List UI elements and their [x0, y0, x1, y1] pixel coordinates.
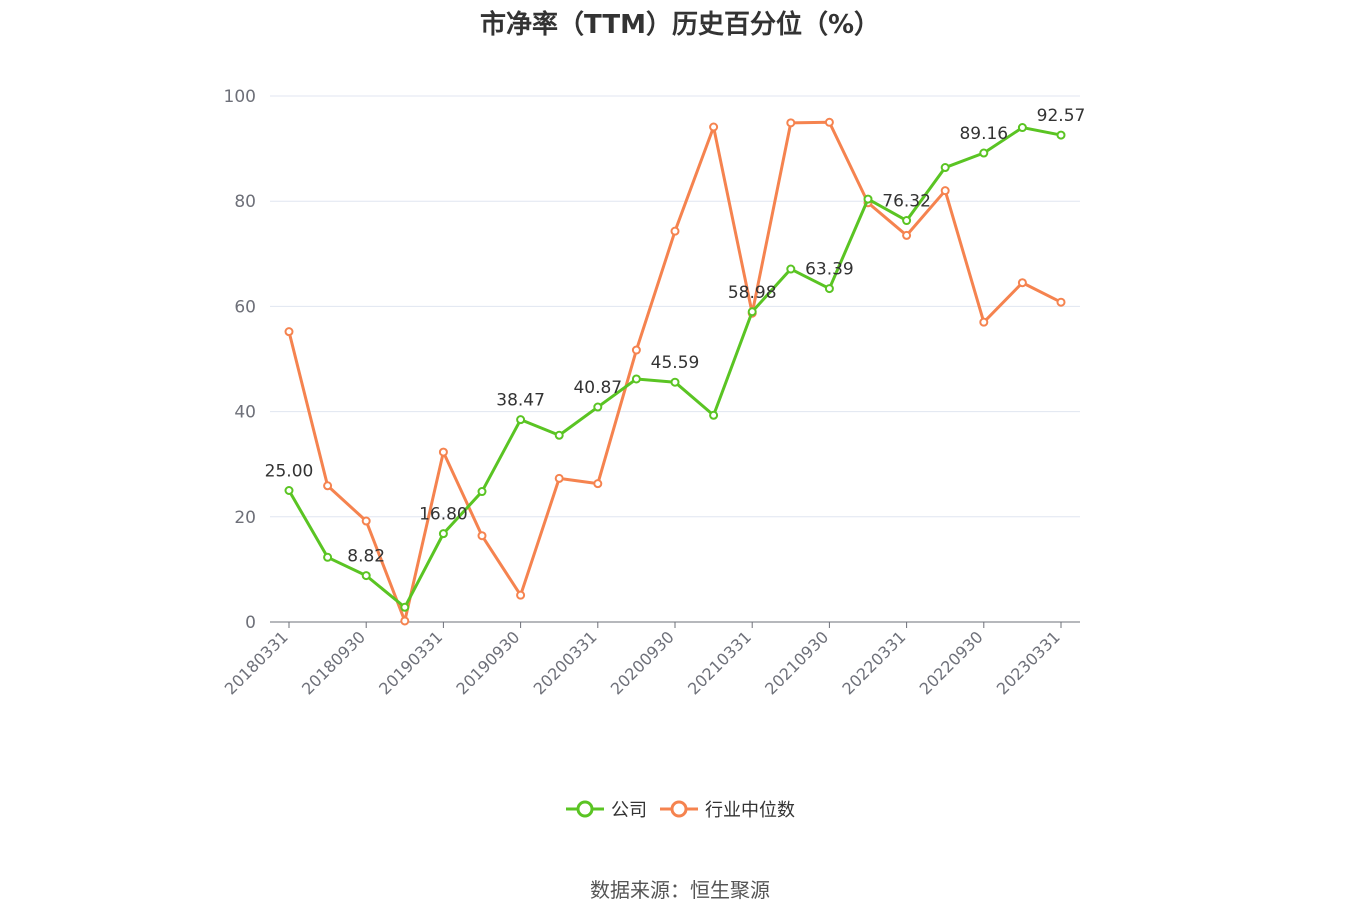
data-point	[940, 163, 950, 173]
data-point	[979, 317, 989, 327]
data-point	[593, 479, 603, 489]
data-point	[284, 486, 294, 495]
data-point	[477, 531, 487, 541]
data-point	[438, 447, 448, 457]
x-tick-label: 20180930	[298, 627, 369, 698]
data-point	[1017, 123, 1027, 133]
data-label: 63.39	[805, 260, 854, 280]
x-tick-label: 20210331	[684, 627, 755, 698]
data-point	[940, 186, 950, 196]
data-point	[400, 602, 410, 612]
x-tick-label: 20200331	[530, 627, 601, 698]
data-point	[631, 374, 641, 384]
legend-swatch-icon	[660, 800, 698, 818]
x-tick-label: 20220930	[916, 627, 987, 698]
data-point	[902, 230, 912, 240]
data-label: 76.32	[882, 192, 931, 212]
data-point	[709, 410, 719, 420]
data-point	[1056, 130, 1066, 140]
data-point	[554, 473, 564, 483]
legend-swatch-marker	[576, 800, 594, 818]
data-point	[709, 122, 719, 132]
x-tick-label: 20200930	[607, 627, 678, 698]
data-point	[902, 216, 912, 226]
legend-label: 公司	[611, 800, 647, 821]
data-point	[323, 481, 333, 491]
data-point	[824, 117, 834, 127]
data-point	[786, 118, 796, 128]
legend-item[interactable]: 公司	[565, 796, 647, 822]
grid-lines	[270, 95, 1080, 518]
data-point	[400, 616, 410, 626]
legend: 公司 行业中位数	[0, 796, 1360, 824]
data-label: 45.59	[651, 353, 700, 373]
y-tick-label: 60	[234, 297, 256, 317]
data-label: 92.57	[1037, 106, 1086, 126]
data-point	[670, 226, 680, 236]
x-tick-label: 20230331	[993, 627, 1064, 698]
y-tick-label: 100	[224, 87, 256, 107]
data-point	[593, 402, 603, 412]
data-point	[516, 590, 526, 600]
data-labels: 25.00 8.82 16.80 38.47 40.87 45.59 58.98 63.39 7…	[265, 106, 1086, 567]
data-label: 89.16	[959, 124, 1008, 144]
x-tick-label: 20190331	[375, 627, 446, 698]
data-point	[438, 529, 448, 539]
data-point	[284, 327, 294, 337]
chart-title: 市净率（TTM）历史百分位（%）	[480, 10, 880, 40]
data-point	[824, 284, 834, 294]
legend-swatch-icon	[566, 800, 604, 818]
data-label: 16.80	[419, 505, 468, 525]
legend-item[interactable]: 行业中位数	[659, 796, 795, 822]
data-label: 40.87	[573, 378, 622, 398]
data-point	[477, 487, 487, 497]
x-tick-label: 20180331	[221, 627, 292, 698]
data-label: 25.00	[265, 462, 314, 482]
data-point	[979, 148, 989, 158]
data-point	[747, 307, 757, 317]
y-tick-label: 20	[234, 508, 256, 528]
data-label: 58.98	[728, 283, 777, 303]
legend-label: 行业中位数	[705, 800, 795, 821]
x-tick-label: 20220331	[838, 627, 909, 698]
y-tick-label: 40	[234, 403, 256, 423]
x-tick-label: 20190930	[452, 627, 523, 698]
data-point	[670, 377, 680, 387]
data-point	[516, 415, 526, 425]
y-tick-label: 0	[245, 613, 256, 633]
data-point	[323, 552, 333, 562]
data-label: 38.47	[496, 391, 545, 411]
data-point	[863, 194, 873, 204]
data-point	[361, 516, 371, 526]
data-point	[631, 345, 641, 355]
data-point	[1017, 278, 1027, 288]
data-point	[786, 264, 796, 274]
legend-swatch-marker	[670, 800, 688, 818]
axes: 0 20 40 60 80 100 20180331 20180930 20190331 2019…	[221, 87, 1080, 698]
data-point	[554, 430, 564, 440]
series-lines	[284, 117, 1066, 626]
x-tick-label: 20210930	[761, 627, 832, 698]
y-tick-label: 80	[234, 192, 256, 212]
data-point	[361, 571, 371, 581]
data-label: 8.82	[347, 547, 385, 567]
data-source: 数据来源：恒生聚源	[590, 878, 770, 902]
data-point	[1056, 297, 1066, 307]
